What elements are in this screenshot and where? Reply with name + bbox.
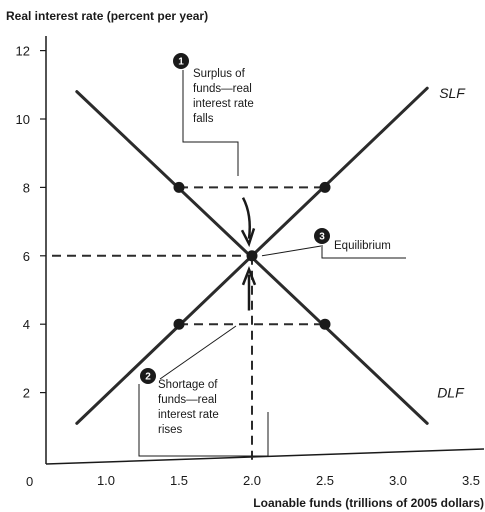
callout-3-pointer [261,245,322,257]
callout-badge [314,228,330,244]
callout-2-text: funds—real [158,394,217,406]
callout-2-text: Shortage of [158,379,218,391]
callout-1-text: interest rate [193,98,254,110]
callout-2-leader [138,384,269,457]
y-tick-label: 6 [23,249,30,264]
callout-2-text: interest rate [158,409,219,421]
callout-1-text: falls [193,113,214,125]
callout-number: 3 [319,232,325,243]
key-point [173,318,185,330]
x-tick-label: 2.0 [243,473,261,488]
callout-1-leader [182,70,239,176]
callout-badge [173,53,189,69]
callout-number: 2 [145,372,151,383]
arrow-up-head [241,266,257,286]
x-axis-title: Loanable funds (trillions of 2005 dollar… [253,496,484,510]
slf-label: SLF [439,85,466,101]
origin-label: 0 [26,474,33,489]
x-tick-label: 2.5 [316,473,334,488]
callout-number: 1 [178,57,184,68]
callout-2-text: rises [158,424,183,436]
dlf-label: DLF [437,384,465,400]
y-tick-label: 4 [23,317,30,332]
callout-1-text: funds—real [193,83,252,95]
x-tick-label: 1.5 [170,473,188,488]
x-tick-label: 1.0 [97,473,115,488]
callout-1-text: Surplus of [193,68,246,80]
callouts: 1 Surplus of funds—real interest rate falls 2… [138,53,406,457]
key-points [173,181,331,330]
key-point [246,250,258,262]
guide-lines [52,186,325,462]
arrows [240,197,257,311]
key-point [319,181,331,193]
y-axis-title: Real interest rate (percent per year) [6,9,208,23]
y-tick-label: 8 [23,180,30,195]
arrow-down [241,197,251,239]
y-tick-label: 12 [16,44,30,59]
y-tick-label: 10 [16,112,30,127]
callout-3-underline [321,245,406,259]
callout-3-text: Equilibrium [334,240,391,252]
y-tick-label: 2 [23,386,30,401]
key-point [319,318,331,330]
callout-badge [140,368,156,384]
arrow-down-head [240,228,256,248]
callout-2-pointer [159,325,237,380]
key-point [173,181,185,193]
x-tick-label: 3.0 [389,473,407,488]
x-tick-label: 3.5 [462,473,480,488]
